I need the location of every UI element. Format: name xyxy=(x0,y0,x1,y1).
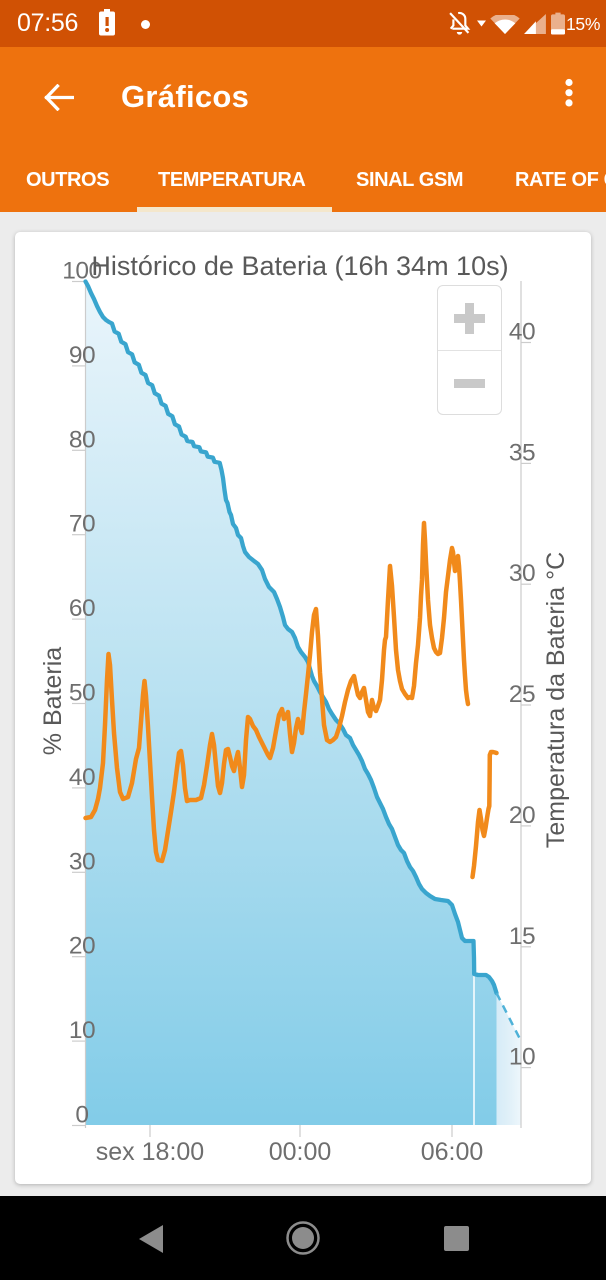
svg-text:sex 18:00: sex 18:00 xyxy=(96,1138,204,1166)
svg-text:50: 50 xyxy=(69,680,95,707)
svg-text:10: 10 xyxy=(509,1044,535,1071)
svg-text:30: 30 xyxy=(69,848,95,875)
svg-text:% Bateria: % Bateria xyxy=(39,647,67,755)
svg-text:70: 70 xyxy=(69,511,95,538)
svg-text:100: 100 xyxy=(62,258,101,285)
svg-text:35: 35 xyxy=(509,439,535,466)
svg-text:90: 90 xyxy=(69,342,95,369)
svg-text:15: 15 xyxy=(509,923,535,950)
svg-text:20: 20 xyxy=(69,933,95,960)
svg-text:Temperatura da Bateria °C: Temperatura da Bateria °C xyxy=(542,552,570,848)
svg-text:30: 30 xyxy=(509,560,535,587)
svg-text:Histórico de Bateria (16h 34m: Histórico de Bateria (16h 34m 10s) xyxy=(91,251,508,281)
svg-text:80: 80 xyxy=(69,426,95,453)
svg-text:40: 40 xyxy=(509,319,535,346)
svg-text:20: 20 xyxy=(509,802,535,829)
svg-text:25: 25 xyxy=(509,681,535,708)
svg-text:0: 0 xyxy=(75,1102,88,1129)
svg-text:60: 60 xyxy=(69,595,95,622)
svg-text:06:00: 06:00 xyxy=(421,1138,484,1166)
svg-text:00:00: 00:00 xyxy=(269,1138,332,1166)
svg-text:40: 40 xyxy=(69,764,95,791)
svg-text:10: 10 xyxy=(69,1017,95,1044)
